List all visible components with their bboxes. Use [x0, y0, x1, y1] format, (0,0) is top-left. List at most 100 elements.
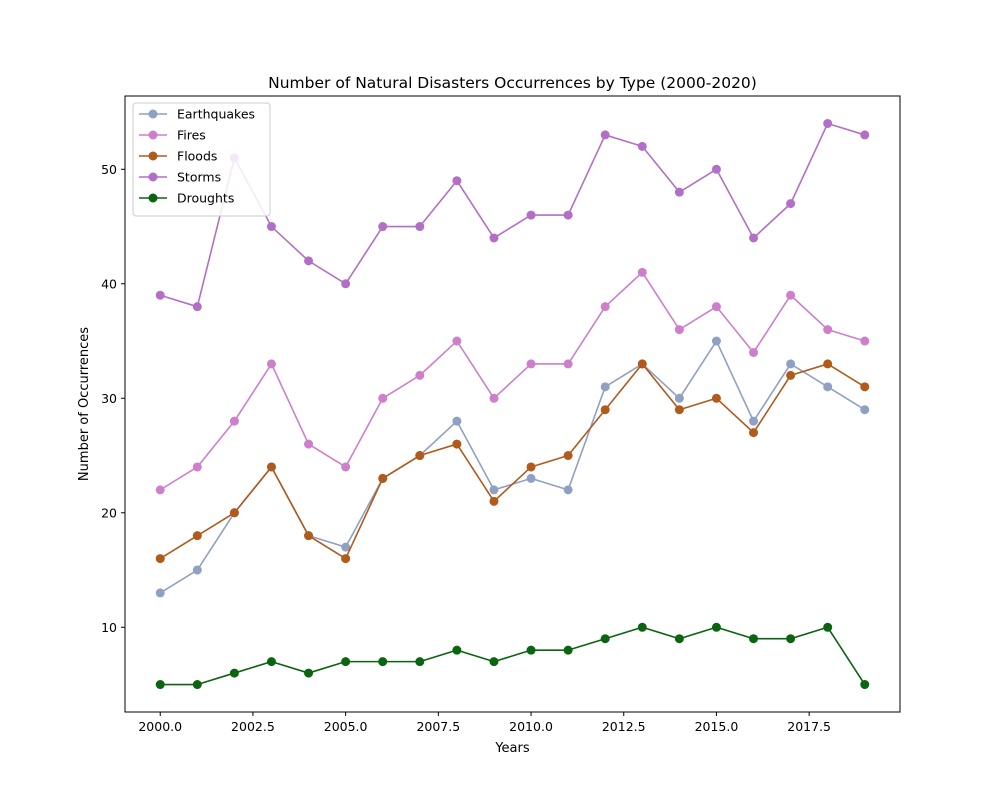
data-point-fires-2006	[378, 393, 388, 403]
legend-marker-floods	[148, 151, 158, 161]
data-point-droughts-2002	[229, 668, 239, 678]
data-point-droughts-2015	[711, 622, 721, 632]
data-point-storms-2017	[786, 199, 796, 209]
y-tick-label: 20	[101, 505, 117, 520]
data-point-droughts-2006	[378, 657, 388, 667]
data-point-floods-2010	[526, 462, 536, 472]
plot-area	[155, 118, 870, 690]
data-point-floods-2003	[266, 462, 276, 472]
series-line-floods	[159, 363, 866, 560]
legend: Earthquakes Fires Floods Storms Droughts	[132, 102, 271, 217]
data-point-storms-2000	[155, 290, 165, 300]
data-point-droughts-2011	[563, 645, 573, 655]
x-tick-label: 2000.0	[138, 719, 182, 734]
data-point-droughts-2008	[452, 645, 462, 655]
data-point-fires-2001	[192, 462, 202, 472]
series-droughts	[155, 622, 870, 690]
legend-label-droughts: Droughts	[177, 191, 234, 206]
data-point-earthquakes-2005	[341, 542, 351, 552]
y-axis-label: Number of Occurrences	[77, 327, 92, 481]
data-point-floods-2018	[823, 359, 833, 369]
data-point-fires-2017	[786, 290, 796, 300]
data-point-fires-2009	[489, 393, 499, 403]
x-axis-label: Years	[494, 741, 530, 756]
data-point-storms-2010	[526, 210, 536, 220]
y-tick-label: 10	[101, 620, 117, 635]
legend-label-earthquakes: Earthquakes	[177, 107, 255, 122]
data-point-droughts-2012	[600, 634, 610, 644]
series-line-storms	[159, 122, 866, 308]
series-line-earthquakes	[159, 340, 866, 594]
legend-marker-storms	[148, 172, 158, 182]
data-point-droughts-2014	[674, 634, 684, 644]
data-point-storms-2013	[637, 141, 647, 151]
data-point-storms-2016	[749, 233, 759, 243]
data-point-storms-2009	[489, 233, 499, 243]
data-point-droughts-2019	[860, 680, 870, 690]
data-point-earthquakes-2016	[749, 416, 759, 426]
series-floods	[155, 359, 870, 564]
legend-marker-droughts	[148, 193, 158, 203]
data-point-droughts-2018	[823, 622, 833, 632]
x-tick-label: 2007.5	[416, 719, 460, 734]
data-point-earthquakes-2009	[489, 485, 499, 495]
data-point-floods-2002	[229, 508, 239, 518]
data-point-droughts-2010	[526, 645, 536, 655]
data-point-floods-2006	[378, 473, 388, 483]
data-point-floods-2005	[341, 554, 351, 564]
data-point-fires-2011	[563, 359, 573, 369]
data-point-floods-2008	[452, 439, 462, 449]
data-point-fires-2018	[823, 325, 833, 335]
data-point-fires-2007	[415, 370, 425, 380]
data-point-floods-2004	[304, 531, 314, 541]
data-point-floods-2001	[192, 531, 202, 541]
data-point-fires-2014	[674, 325, 684, 335]
data-point-floods-2012	[600, 405, 610, 415]
data-point-fires-2016	[749, 347, 759, 357]
data-point-floods-2014	[674, 405, 684, 415]
data-point-floods-2015	[711, 393, 721, 403]
data-point-droughts-2017	[786, 634, 796, 644]
data-point-storms-2015	[711, 164, 721, 174]
data-point-storms-2019	[860, 130, 870, 140]
data-point-fires-2003	[266, 359, 276, 369]
data-point-floods-2007	[415, 451, 425, 461]
data-point-droughts-2016	[749, 634, 759, 644]
data-point-earthquakes-2012	[600, 382, 610, 392]
data-point-droughts-2000	[155, 680, 165, 690]
series-line-fires	[159, 271, 866, 491]
data-point-fires-2005	[341, 462, 351, 472]
data-point-droughts-2005	[341, 657, 351, 667]
data-point-storms-2012	[600, 130, 610, 140]
data-point-storms-2011	[563, 210, 573, 220]
data-point-fires-2000	[155, 485, 165, 495]
legend-label-fires: Fires	[177, 128, 206, 143]
data-point-fires-2002	[229, 416, 239, 426]
data-point-storms-2008	[452, 176, 462, 186]
data-point-earthquakes-2001	[192, 565, 202, 575]
legend-label-storms: Storms	[177, 170, 221, 185]
data-point-fires-2010	[526, 359, 536, 369]
data-point-droughts-2009	[489, 657, 499, 667]
data-point-storms-2007	[415, 222, 425, 232]
data-point-floods-2017	[786, 370, 796, 380]
data-point-fires-2004	[304, 439, 314, 449]
data-point-floods-2011	[563, 451, 573, 461]
data-point-floods-2000	[155, 554, 165, 564]
data-point-storms-2003	[266, 222, 276, 232]
x-tick-label: 2010.0	[509, 719, 553, 734]
series-fires	[155, 267, 870, 495]
series-storms	[155, 118, 870, 312]
data-point-droughts-2001	[192, 680, 202, 690]
data-point-earthquakes-2014	[674, 393, 684, 403]
data-point-droughts-2004	[304, 668, 314, 678]
legend-marker-fires	[148, 130, 158, 140]
series-earthquakes	[155, 336, 870, 598]
data-point-earthquakes-2019	[860, 405, 870, 415]
data-point-earthquakes-2010	[526, 473, 536, 483]
series-line-droughts	[160, 626, 866, 686]
data-point-earthquakes-2008	[452, 416, 462, 426]
data-point-fires-2013	[637, 267, 647, 277]
data-point-earthquakes-2015	[711, 336, 721, 346]
